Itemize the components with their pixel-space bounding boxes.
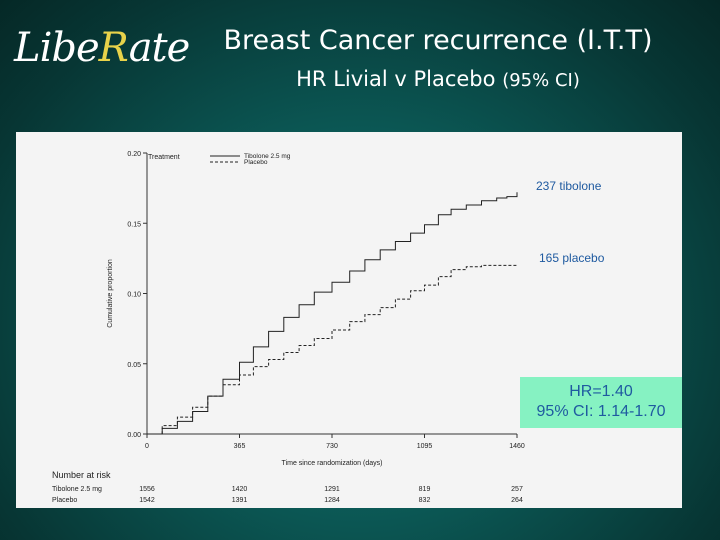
risk-cell: 257 <box>511 486 523 493</box>
risk-cell: 1556 <box>139 486 155 493</box>
risk-cell: 1391 <box>232 497 248 504</box>
x-tick-label: 365 <box>234 443 246 450</box>
logo-text-r: R <box>98 25 130 71</box>
x-tick-label: 1460 <box>509 443 525 450</box>
series-line-placebo <box>147 264 517 435</box>
risk-row-label: Tibolone 2.5 mg <box>52 486 102 493</box>
x-tick-label: 730 <box>326 443 338 450</box>
kaplan-meier-chart: 0.00 0.05 0.10 0.15 0.20 0 365 730 1095 1460 Time … <box>52 151 605 504</box>
liberate-logo: LibeRate <box>14 14 190 82</box>
y-axis-label: Cumulative proportion <box>107 259 114 328</box>
risk-cell: 1542 <box>139 497 155 504</box>
logo-text-end: ate <box>128 25 191 71</box>
risk-table-title: Number at risk <box>52 470 111 480</box>
y-tick-label: 0.10 <box>127 292 141 299</box>
hazard-ratio-value: HR=1.40 <box>569 383 633 400</box>
risk-cell: 1284 <box>324 497 340 504</box>
x-tick-label: 1095 <box>417 443 433 450</box>
subtitle-text: HR Livial v Placebo <box>296 67 496 91</box>
risk-cell: 1291 <box>324 486 340 493</box>
confidence-interval-value: 95% CI: 1.14-1.70 <box>536 403 666 420</box>
risk-cell: 832 <box>419 497 431 504</box>
legend-entry: Placebo <box>244 159 268 166</box>
y-tick-label: 0.00 <box>127 432 141 439</box>
subtitle-ci: (95% CI) <box>502 70 580 91</box>
risk-row-label: Placebo <box>52 497 77 504</box>
risk-cell: 819 <box>419 486 431 493</box>
logo-text-start: Libe <box>14 25 100 71</box>
y-tick-label: 0.15 <box>127 221 141 228</box>
series-end-label-tibolone: 237 tibolone <box>536 179 602 193</box>
y-tick-label: 0.20 <box>127 151 141 158</box>
legend-title: Treatment <box>148 154 180 161</box>
series-line-tibolone <box>147 192 518 435</box>
chart-axes: 0.00 0.05 0.10 0.15 0.20 0 365 730 1095 1460 Time … <box>107 151 525 467</box>
y-tick-label: 0.05 <box>127 362 141 369</box>
hazard-ratio-box: HR=1.40 95% CI: 1.14-1.70 <box>520 377 682 428</box>
risk-cell: 1420 <box>232 486 248 493</box>
chart-series <box>147 192 518 435</box>
series-end-label-placebo: 165 placebo <box>539 251 605 265</box>
slide-title: Breast Cancer recurrence (I.T.T) <box>223 25 653 56</box>
legend-entry: Tibolone 2.5 mg <box>244 153 291 160</box>
x-tick-label: 0 <box>145 443 149 450</box>
x-axis-label: Time since randomization (days) <box>282 460 383 467</box>
risk-table: Number at risk Tibolone 2.5 mg 1556 1420 129… <box>52 470 523 504</box>
slide-subtitle: HR Livial v Placebo (95% CI) <box>168 64 708 96</box>
risk-cell: 264 <box>511 497 523 504</box>
chart-panel: 0.00 0.05 0.10 0.15 0.20 0 365 730 1095 1460 Time … <box>16 132 682 508</box>
